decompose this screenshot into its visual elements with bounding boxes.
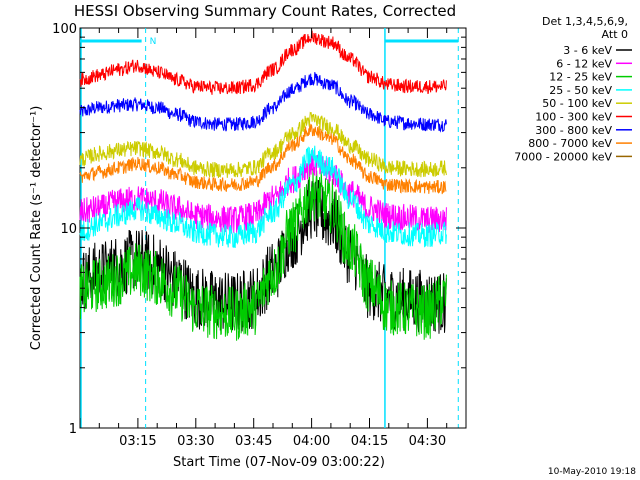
y-tick-label: 10 bbox=[60, 222, 77, 237]
legend-entry-label: 6 - 12 keV bbox=[556, 57, 612, 70]
legend-entry-label: 12 - 25 keV bbox=[549, 71, 612, 84]
y-axis-label: Corrected Count Rate (s⁻¹ detector⁻¹) bbox=[29, 106, 44, 351]
legend-entry-label: 300 - 800 keV bbox=[535, 124, 612, 137]
chart-title: HESSI Observing Summary Count Rates, Cor… bbox=[74, 2, 456, 20]
legend-entry-label: 50 - 100 keV bbox=[542, 97, 612, 110]
x-tick-label: 03:45 bbox=[235, 434, 272, 449]
legend-entry-label: 3 - 6 keV bbox=[563, 44, 612, 57]
x-tick-label: 03:15 bbox=[119, 434, 156, 449]
legend-entry-label: 800 - 7000 keV bbox=[528, 137, 612, 150]
x-axis: 03:15 03:30 03:45 04:00 04:15 04:30 bbox=[79, 28, 467, 449]
legend-entry-label: 100 - 300 keV bbox=[535, 111, 612, 124]
series-line bbox=[79, 111, 447, 178]
series-line bbox=[79, 166, 447, 341]
series-line bbox=[79, 30, 447, 95]
y-tick-label: 100 bbox=[52, 22, 77, 37]
series-line bbox=[79, 150, 447, 234]
legend-entry-label: 25 - 50 keV bbox=[549, 84, 612, 97]
series-line bbox=[79, 123, 447, 195]
x-tick-label: 04:15 bbox=[351, 434, 388, 449]
night-label: N bbox=[150, 37, 157, 47]
timestamp-text: 10-May-2010 19:18 bbox=[548, 467, 636, 477]
y-axis: 1 10 100 bbox=[52, 22, 466, 437]
series-line bbox=[79, 72, 447, 133]
legend-entry-label: 7000 - 20000 keV bbox=[514, 150, 612, 163]
x-tick-label: 04:00 bbox=[293, 434, 330, 449]
series-line bbox=[79, 145, 447, 249]
x-tick-label: 04:30 bbox=[409, 434, 446, 449]
legend-header: Det 1,3,4,5,6,9, bbox=[542, 15, 628, 28]
x-tick-label: 03:30 bbox=[177, 434, 214, 449]
x-axis-label: Start Time (07-Nov-09 03:00:22) bbox=[173, 455, 385, 470]
legend-header-att: Att 0 bbox=[602, 28, 628, 41]
series-layer bbox=[79, 30, 447, 341]
y-tick-label: 1 bbox=[69, 422, 77, 437]
